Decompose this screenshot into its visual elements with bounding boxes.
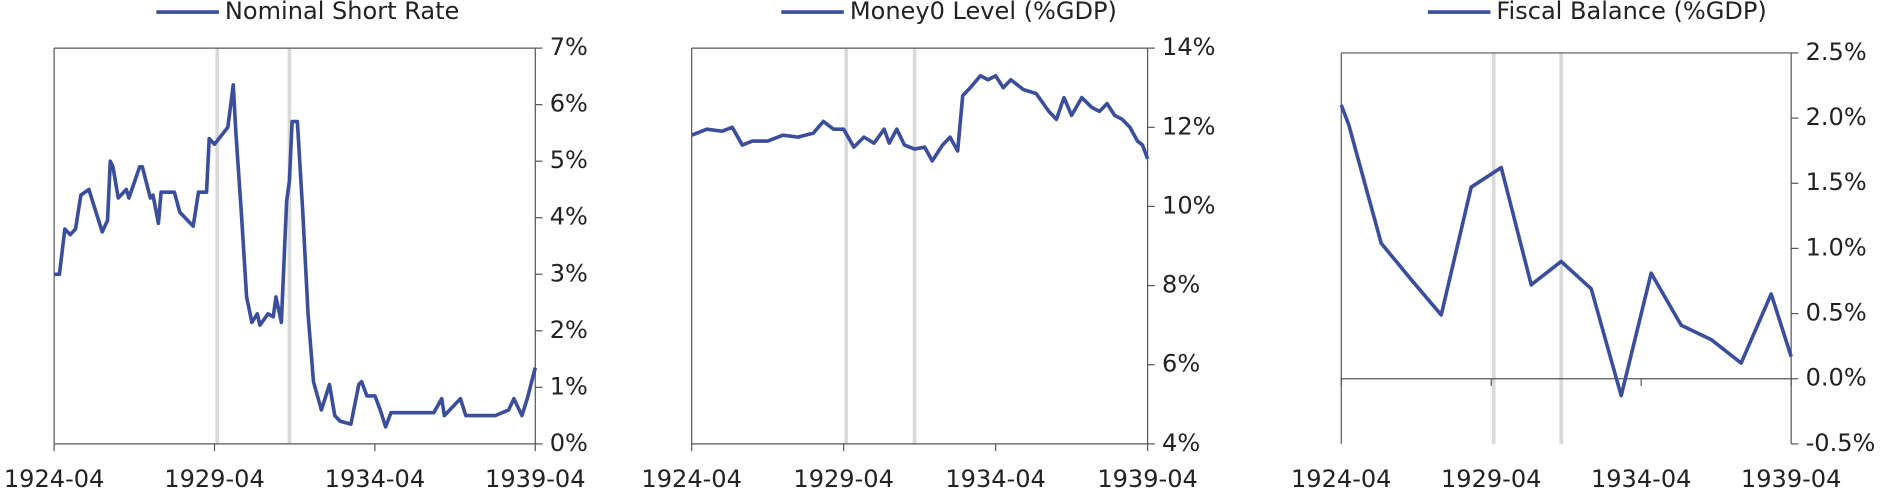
legend-label: Nominal Short Rate — [225, 0, 459, 25]
x-tick-label: 1929-04 — [793, 465, 893, 492]
y-tick-label: 5% — [550, 146, 588, 174]
y-tick-label: 8% — [1162, 271, 1200, 299]
y-tick-label: 12% — [1162, 112, 1215, 140]
y-tick-label: -0.5% — [1806, 429, 1876, 457]
y-tick-label: 1.5% — [1806, 168, 1867, 196]
legend-label: Money0 Level (%GDP) — [850, 0, 1117, 25]
x-tick-label: 1939-04 — [485, 465, 585, 492]
x-tick-label: 1924-04 — [641, 465, 741, 492]
y-tick-label: 10% — [1162, 191, 1215, 219]
y-tick-label: 4% — [1162, 429, 1200, 457]
x-tick-label: 1929-04 — [164, 465, 264, 492]
y-tick-label: 4% — [550, 203, 588, 231]
y-tick-label: 1% — [550, 372, 588, 400]
y-tick-label: 6% — [550, 90, 588, 118]
line-series — [691, 73, 1150, 163]
y-tick-label: 0% — [550, 429, 588, 457]
y-tick-label: 3% — [550, 259, 588, 287]
y-tick-label: 0.0% — [1806, 364, 1867, 392]
line-series — [1339, 104, 1793, 398]
y-tick-label: 7% — [550, 33, 588, 61]
x-tick-label: 1924-04 — [1291, 465, 1391, 492]
y-tick-label: 6% — [1162, 350, 1200, 378]
x-tick-label: 1929-04 — [1441, 465, 1541, 492]
x-tick-label: 1934-04 — [1591, 465, 1691, 492]
y-tick-label: 2.5% — [1806, 38, 1867, 66]
y-tick-label: 0.5% — [1806, 299, 1867, 327]
x-tick-label: 1939-04 — [1097, 465, 1197, 492]
x-tick-label: 1934-04 — [945, 465, 1045, 492]
x-tick-label: 1934-04 — [325, 465, 425, 492]
legend-label: Fiscal Balance (%GDP) — [1496, 0, 1766, 25]
x-tick-label: 1924-04 — [4, 465, 104, 492]
y-tick-label: 2% — [550, 316, 588, 344]
y-tick-label: 1.0% — [1806, 233, 1867, 261]
line-series — [54, 83, 538, 429]
x-tick-label: 1939-04 — [1741, 465, 1841, 492]
y-tick-label: 14% — [1162, 33, 1215, 61]
y-tick-label: 2.0% — [1806, 103, 1867, 131]
